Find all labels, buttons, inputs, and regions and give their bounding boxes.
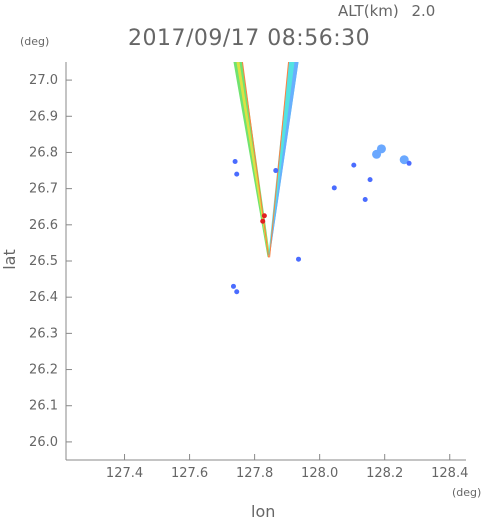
altitude-label: ALT(km): [338, 2, 399, 20]
y-tick-label: 26.5: [29, 254, 58, 269]
y-tick-label: 26.4: [29, 290, 58, 305]
echo-cell: [351, 162, 357, 168]
altitude-value: 2.0: [411, 2, 436, 20]
x-axis-unit: (deg): [452, 486, 482, 499]
x-axis-label: lon: [251, 502, 276, 521]
echo-cell: [234, 171, 240, 177]
y-tick-label: 26.9: [29, 109, 58, 124]
echo-cell: [234, 289, 240, 295]
echo-cell: [372, 149, 382, 159]
beam-left-inner-edge: [241, 62, 270, 258]
y-tick-label: 26.2: [29, 363, 58, 378]
y-tick-label: 26.1: [29, 399, 58, 414]
x-tick-label: 128.4: [431, 466, 468, 481]
echo-cell: [273, 168, 279, 174]
beam-right-inner-edge: [269, 62, 290, 258]
echo-cell: [296, 256, 302, 262]
y-tick-label: 27.0: [29, 73, 58, 88]
echo-cell: [367, 177, 373, 183]
echo-cell: [406, 160, 412, 166]
y-tick-label: 26.7: [29, 182, 58, 197]
echo-cell: [399, 155, 409, 165]
x-tick-label: 128.2: [366, 466, 403, 481]
echo-cell: [362, 196, 368, 202]
y-tick-label: 26.3: [29, 326, 58, 341]
beam-left-core: [236, 62, 269, 254]
y-tick-label: 26.6: [29, 218, 58, 233]
echo-cell: [331, 185, 337, 191]
echo-cell: [260, 218, 266, 224]
altitude-readout: ALT(km) 2.0: [338, 2, 435, 20]
beam-right-edge: [269, 62, 299, 258]
chart-title: 2017/09/17 08:56:30: [128, 26, 371, 51]
echo-cell: [232, 159, 238, 164]
x-tick-label: 127.6: [171, 466, 208, 481]
x-tick-label: 127.8: [236, 466, 273, 481]
y-axis-unit: (deg): [20, 35, 50, 48]
x-tick-label: 128.0: [301, 466, 338, 481]
echo-cell: [261, 213, 267, 219]
echo-cell: [230, 283, 236, 289]
echo-layer: [230, 62, 412, 295]
y-tick-label: 26.8: [29, 145, 58, 160]
y-tick-label: 26.0: [29, 435, 58, 450]
x-tick-label: 127.4: [106, 466, 143, 481]
